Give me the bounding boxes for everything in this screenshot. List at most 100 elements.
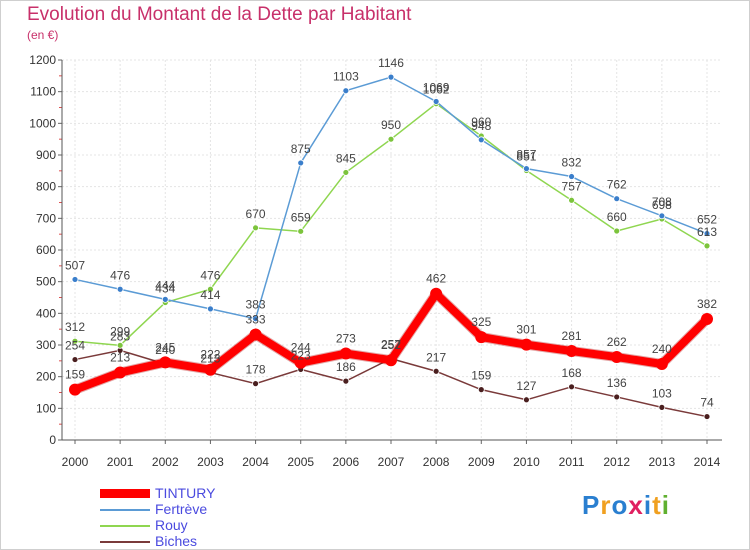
legend-swatch (100, 534, 150, 550)
data-label-rouy: 960 (471, 115, 491, 129)
data-label-tintury: 244 (291, 341, 311, 355)
data-point-rouy (703, 242, 711, 250)
legend-swatch (100, 502, 150, 518)
data-point-biches (432, 367, 440, 375)
data-label-biches: 127 (516, 379, 536, 393)
x-tick-label: 2014 (694, 455, 721, 469)
data-point-biches (342, 377, 350, 385)
data-label-tintury: 262 (607, 335, 627, 349)
y-tick-label: 300 (36, 338, 56, 352)
data-point-fertreve (523, 165, 530, 173)
chart-title: Evolution du Montant de la Dette par Hab… (27, 4, 412, 25)
data-label-fertreve: 476 (110, 268, 130, 282)
y-tick-label: 1100 (30, 85, 56, 99)
data-label-tintury: 382 (697, 297, 717, 311)
data-label-biches: 257 (381, 338, 401, 352)
data-point-tintury (69, 383, 81, 396)
data-label-biches: 240 (155, 343, 175, 357)
data-label-tintury: 301 (516, 323, 536, 337)
data-point-tintury (385, 354, 397, 367)
y-tick-label: 500 (36, 275, 56, 289)
y-tick-label: 800 (36, 180, 56, 194)
legend-item-fertreve: Fertrève (100, 501, 300, 518)
data-point-fertreve (658, 212, 666, 220)
legend-item-tintury: TINTURY (100, 485, 300, 502)
data-label-rouy: 698 (652, 198, 672, 212)
data-point-rouy (568, 196, 575, 204)
unit-label: (en €) (27, 28, 59, 42)
data-label-tintury: 273 (336, 332, 356, 346)
legend-swatch (100, 486, 150, 502)
y-tick-label: 400 (36, 306, 56, 320)
data-label-fertreve: 708 (652, 195, 672, 209)
data-point-fertreve (161, 295, 169, 303)
data-label-biches: 283 (110, 329, 130, 343)
data-label-fertreve: 857 (516, 148, 536, 162)
data-point-fertreve (116, 285, 124, 293)
data-point-tintury (430, 287, 443, 300)
data-point-rouy (297, 227, 305, 235)
data-point-biches (703, 413, 711, 420)
data-point-fertreve (568, 173, 575, 180)
data-label-rouy: 299 (110, 324, 130, 338)
data-point-fertreve (342, 87, 350, 95)
data-point-fertreve (207, 305, 214, 313)
data-point-rouy (116, 341, 124, 349)
legend-item-rouy: Rouy (100, 517, 300, 534)
data-label-fertreve: 832 (562, 156, 582, 170)
data-label-rouy: 434 (155, 282, 175, 296)
data-point-fertreve (703, 230, 711, 237)
data-point-tintury (249, 328, 262, 341)
y-tick-label: 0 (49, 433, 56, 447)
series (69, 73, 713, 420)
y-tick-label: 700 (36, 211, 56, 225)
data-point-fertreve (613, 195, 621, 203)
data-point-fertreve (387, 73, 395, 81)
legend-swatch (100, 518, 150, 534)
y-tick-label: 1000 (29, 116, 56, 130)
logo-letter: o (611, 490, 629, 520)
data-point-rouy (207, 285, 214, 293)
data-point-tintury (701, 313, 713, 326)
data-label-biches: 168 (562, 366, 582, 380)
data-point-biches (568, 383, 575, 391)
data-label-fertreve: 1103 (333, 70, 359, 84)
data-label-biches: 223 (291, 348, 311, 362)
data-label-rouy: 660 (607, 210, 627, 224)
x-tick-label: 2010 (513, 455, 540, 469)
data-labels: 254 283 240 213 178 223 186 257 217 159 127 168 136 1… (65, 56, 717, 409)
logo-letter: t (652, 490, 662, 520)
data-point-biches (613, 393, 621, 401)
data-label-tintury: 213 (110, 351, 130, 365)
y-tick-label: 200 (36, 370, 56, 384)
data-label-rouy: 312 (65, 320, 85, 334)
data-label-biches: 103 (652, 386, 672, 400)
legend: TINTURY Fertrève Rouy Biches (100, 485, 300, 550)
legend-label: Fertrève (155, 501, 208, 517)
data-point-tintury (520, 338, 533, 351)
data-point-tintury (610, 351, 623, 364)
data-label-rouy: 950 (381, 118, 401, 132)
data-point-rouy (252, 224, 259, 232)
grid (62, 59, 722, 441)
data-label-tintury: 333 (246, 313, 266, 327)
data-label-fertreve: 948 (471, 119, 491, 133)
data-label-fertreve: 414 (200, 288, 220, 302)
data-point-tintury (655, 358, 668, 370)
data-point-fertreve (477, 136, 485, 144)
data-point-biches (252, 380, 259, 388)
data-point-fertreve (432, 98, 440, 105)
data-point-tintury (159, 356, 172, 369)
x-tick-label: 2008 (423, 455, 450, 469)
data-point-rouy (387, 135, 395, 143)
logo-letter: P (582, 490, 601, 520)
data-label-tintury: 222 (200, 348, 220, 362)
data-label-tintury: 462 (426, 272, 446, 286)
data-label-rouy: 1062 (423, 83, 450, 97)
x-tick-label: 2004 (242, 455, 269, 469)
data-label-biches: 74 (700, 396, 714, 410)
data-label-biches: 217 (426, 350, 446, 364)
data-label-biches: 254 (65, 339, 85, 353)
data-label-fertreve: 875 (291, 142, 311, 156)
data-point-fertreve (71, 276, 79, 283)
